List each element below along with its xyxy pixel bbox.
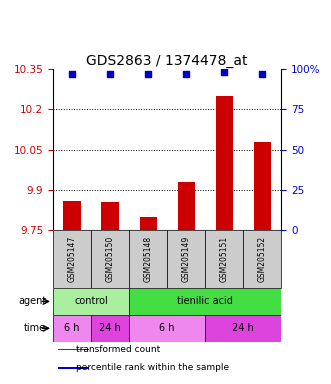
FancyBboxPatch shape (91, 315, 129, 342)
Point (145, 71, 151, 77)
Text: GSM205152: GSM205152 (258, 236, 267, 282)
FancyBboxPatch shape (53, 315, 91, 342)
FancyBboxPatch shape (129, 315, 205, 342)
Bar (64, 201, 80, 230)
Point (183, 71, 189, 77)
FancyBboxPatch shape (129, 288, 281, 315)
Point (69, 71, 74, 77)
Bar (102, 202, 118, 230)
Point (221, 69, 227, 75)
Text: agent: agent (18, 296, 46, 306)
FancyBboxPatch shape (167, 230, 205, 288)
Text: 6 h: 6 h (160, 323, 175, 333)
Text: control: control (74, 296, 108, 306)
Text: 24 h: 24 h (99, 323, 121, 333)
Text: time: time (24, 323, 46, 333)
FancyBboxPatch shape (205, 315, 281, 342)
FancyBboxPatch shape (53, 288, 129, 315)
FancyBboxPatch shape (91, 230, 129, 288)
Title: GDS2863 / 1374478_at: GDS2863 / 1374478_at (86, 54, 248, 68)
Text: GSM205151: GSM205151 (220, 236, 229, 282)
FancyBboxPatch shape (205, 230, 243, 288)
FancyBboxPatch shape (129, 230, 167, 288)
Text: transformed count: transformed count (76, 345, 160, 354)
Text: GSM205150: GSM205150 (106, 236, 115, 282)
Bar (58, 367, 89, 369)
Text: 6 h: 6 h (64, 323, 80, 333)
Text: GSM205148: GSM205148 (144, 236, 153, 282)
Text: GSM205147: GSM205147 (68, 236, 76, 282)
Bar (254, 142, 271, 230)
Bar (216, 96, 233, 230)
FancyBboxPatch shape (243, 230, 281, 288)
Text: percentile rank within the sample: percentile rank within the sample (76, 363, 229, 372)
Text: GSM205149: GSM205149 (182, 236, 191, 282)
Text: tienilic acid: tienilic acid (177, 296, 233, 306)
Bar (140, 217, 157, 230)
Point (107, 71, 113, 77)
FancyBboxPatch shape (53, 230, 91, 288)
Bar (58, 349, 89, 350)
Text: 24 h: 24 h (232, 323, 254, 333)
Point (260, 71, 265, 77)
Bar (178, 182, 195, 230)
